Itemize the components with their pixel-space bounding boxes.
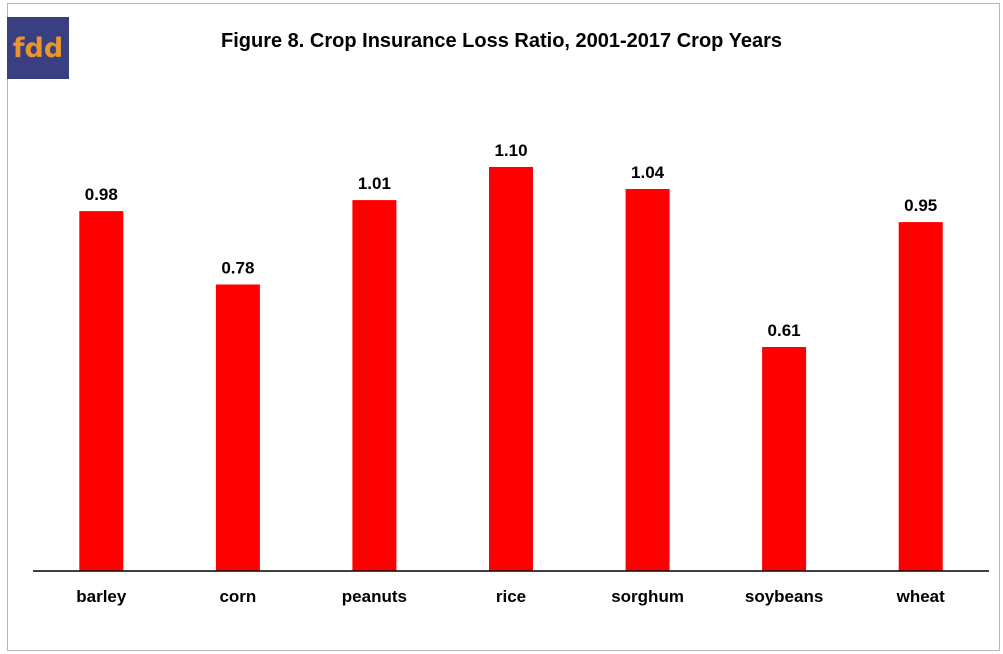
bar-soybeans bbox=[762, 347, 807, 571]
category-label-soybeans: soybeans bbox=[745, 587, 823, 606]
category-label-wheat: wheat bbox=[896, 587, 946, 606]
bar-corn bbox=[215, 284, 260, 571]
category-label-barley: barley bbox=[76, 587, 127, 606]
value-label-wheat: 0.95 bbox=[904, 196, 937, 215]
bars-group bbox=[79, 167, 943, 571]
chart-title: Figure 8. Crop Insurance Loss Ratio, 200… bbox=[221, 30, 782, 52]
bar-peanuts bbox=[352, 200, 397, 571]
category-label-rice: rice bbox=[496, 587, 526, 606]
value-labels-group: 0.98 0.78 1.01 1.10 1.04 0.61 0.95 bbox=[85, 141, 937, 340]
category-labels-group: barley corn peanuts rice sorghum soybeans whea… bbox=[76, 587, 945, 606]
bar-wheat bbox=[898, 222, 943, 571]
value-label-soybeans: 0.61 bbox=[768, 321, 801, 340]
value-label-barley: 0.98 bbox=[85, 185, 118, 204]
bar-sorghum bbox=[625, 189, 670, 571]
category-label-peanuts: peanuts bbox=[342, 587, 407, 606]
value-label-peanuts: 1.01 bbox=[358, 174, 391, 193]
bar-barley bbox=[79, 211, 124, 571]
logo-text: fdd bbox=[12, 32, 64, 64]
value-label-rice: 1.10 bbox=[494, 141, 527, 160]
category-label-sorghum: sorghum bbox=[611, 587, 684, 606]
value-label-sorghum: 1.04 bbox=[631, 163, 665, 182]
bar-rice bbox=[489, 167, 533, 571]
category-label-corn: corn bbox=[219, 587, 256, 606]
value-label-corn: 0.78 bbox=[221, 259, 254, 278]
fdd-logo: fdd bbox=[7, 17, 69, 79]
